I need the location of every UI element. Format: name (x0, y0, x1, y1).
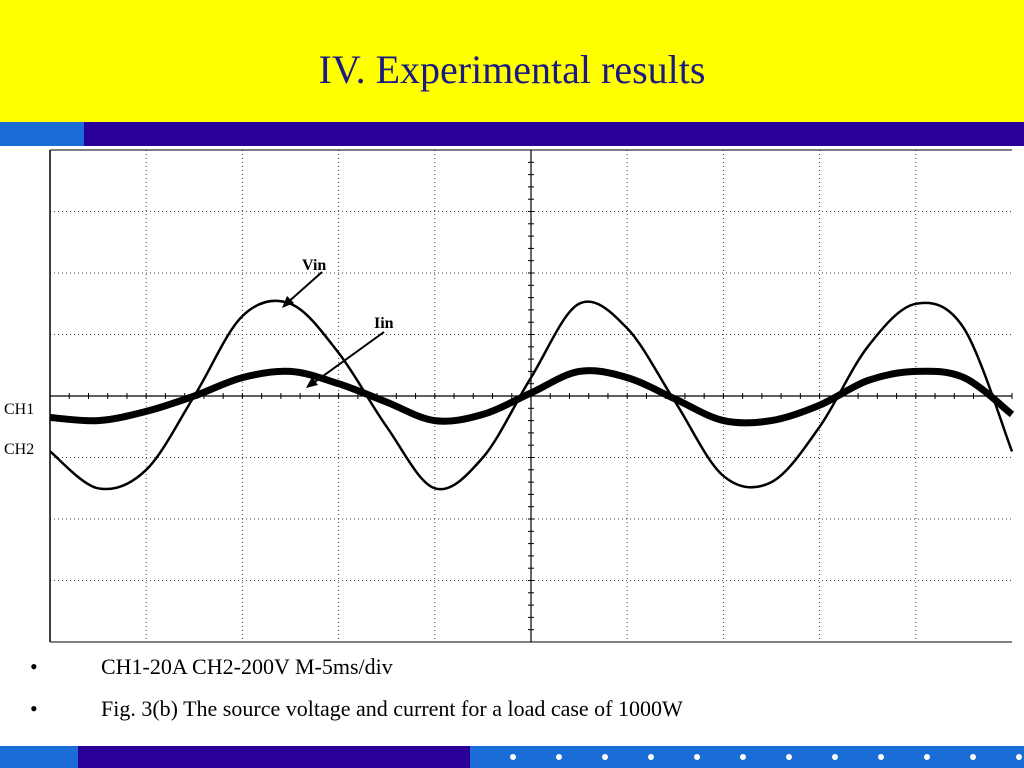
trace-vin (49, 299, 1014, 491)
traces (49, 299, 1015, 491)
footer-stripe (78, 746, 470, 768)
top-stripe-accent (0, 122, 84, 146)
caption-figure: Fig. 3(b) The source voltage and current… (101, 696, 683, 721)
bullet: • (30, 654, 38, 679)
footer-dot (694, 754, 700, 760)
slide-title: IV. Experimental results (318, 47, 706, 92)
channel-label-ch1: CH1 (4, 401, 34, 418)
trace-iin (49, 367, 1015, 427)
top-stripe (84, 122, 1024, 146)
footer-dot (556, 754, 562, 760)
vin-arrow (285, 271, 323, 305)
footer-dot (924, 754, 930, 760)
vin-annotation: Vin (302, 257, 326, 274)
footer-dot (602, 754, 608, 760)
channel-label-ch2: CH2 (4, 441, 34, 458)
footer-dot (832, 754, 838, 760)
iin-arrow (311, 331, 385, 385)
iin-annotation: Iin (374, 315, 394, 332)
footer-dot (970, 754, 976, 760)
caption-item: • Fig. 3(b) The source voltage and curre… (0, 692, 1024, 734)
footer-dot (786, 754, 792, 760)
footer-dot (878, 754, 884, 760)
title-bar: IV. Experimental results (0, 0, 1024, 122)
vin-arrowhead (282, 296, 294, 308)
caption-item: • CH1-20A CH2-200V M-5ms/div (0, 650, 1024, 692)
iin-arrowhead (306, 377, 318, 388)
footer-dot (510, 754, 516, 760)
bullet: • (30, 696, 38, 721)
footer-dot (1016, 754, 1022, 760)
footer-dot (740, 754, 746, 760)
oscilloscope-figure: CH1 CH2 Vin Iin (0, 146, 1024, 650)
footer-dot-band (470, 746, 1024, 768)
caption-list: • CH1-20A CH2-200V M-5ms/div • Fig. 3(b)… (0, 650, 1024, 734)
footer-dot (648, 754, 654, 760)
oscilloscope-plot: CH1 CH2 Vin Iin (0, 146, 1024, 650)
caption-scope-settings: CH1-20A CH2-200V M-5ms/div (101, 654, 393, 679)
footer-stripe-accent (0, 746, 78, 768)
